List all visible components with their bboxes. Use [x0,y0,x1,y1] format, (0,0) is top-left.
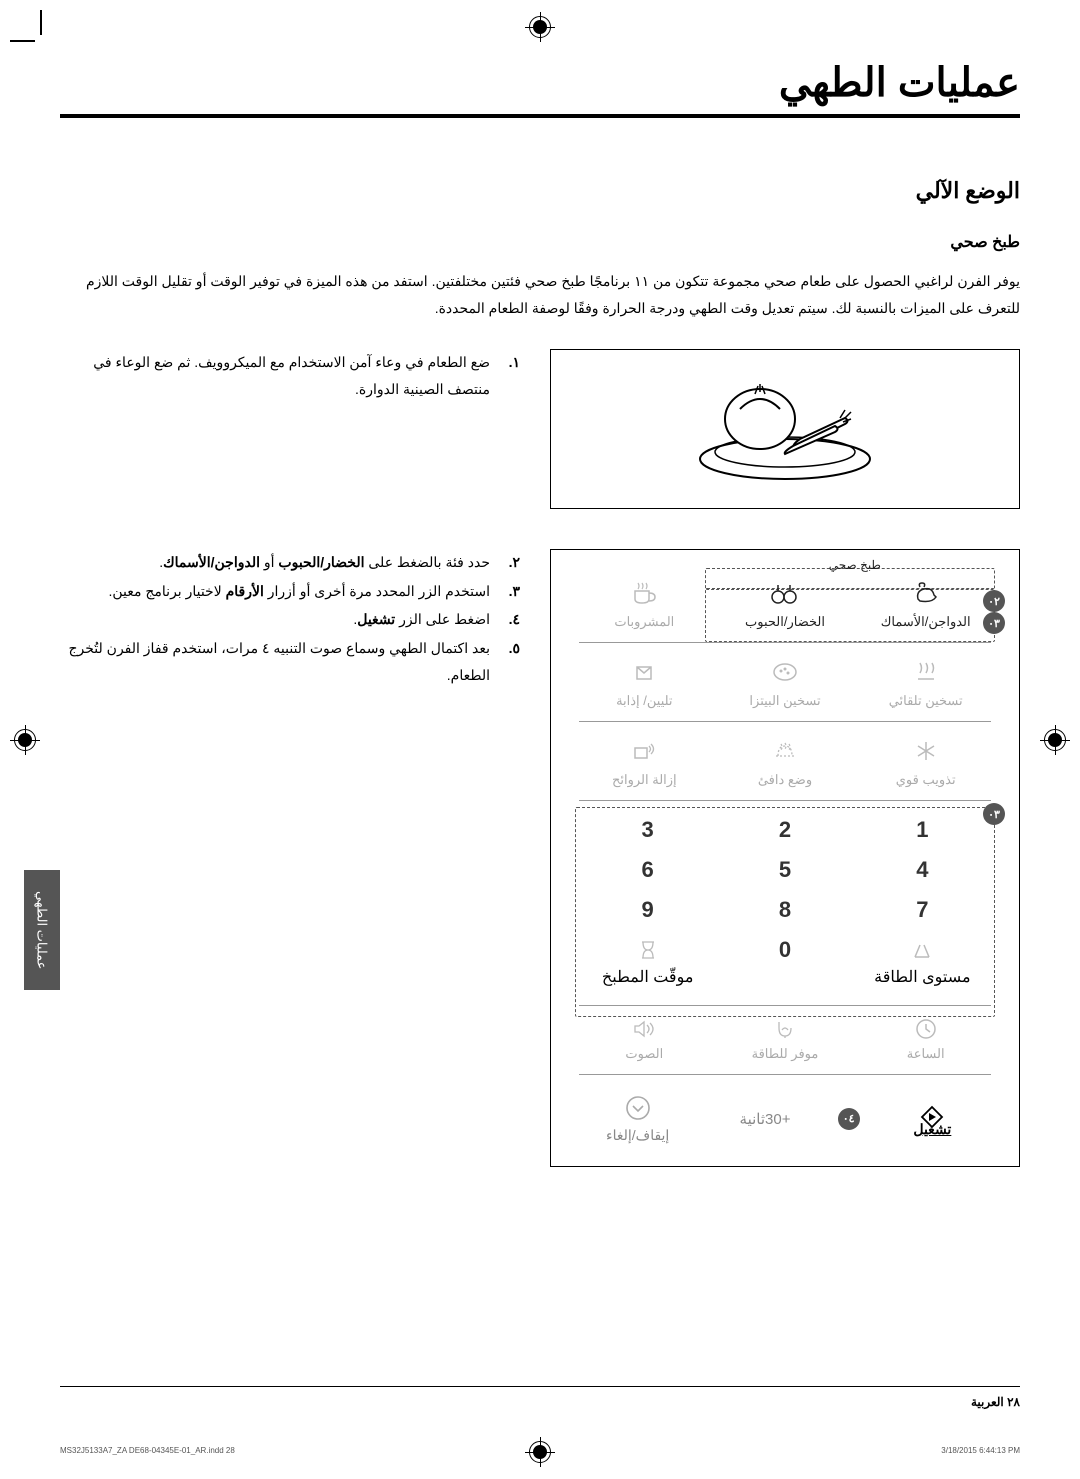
poultry-icon [860,578,991,608]
soften-icon [579,657,710,687]
key-eco[interactable]: موفر للطاقة [720,1016,851,1062]
key-sound[interactable]: الصوت [579,1016,710,1062]
mode-warm[interactable]: وضع دافئ [720,736,851,788]
print-info: MS32J5133A7_ZA DE68-04345E-01_AR.indd 28… [60,1446,1020,1455]
step-text: اضغط على الزر تشغيل. [353,606,490,633]
pizza-icon [720,657,851,687]
step-text: حدد فئة بالضغط على الخضار/الحبوب أو الدو… [159,549,490,576]
control-panel: طبخ صحي ٠٢ ٠٣ الدواجن/الأسماك الخضار/الح… [550,549,1020,1167]
mode-defrost[interactable]: تذويب قوي [860,736,991,788]
sound-icon [579,1016,710,1042]
cup-icon [579,578,710,608]
step-text: استخدم الزر المحدد مرة أخرى أو أزرار الأ… [108,578,490,605]
mode-poultry[interactable]: الدواجن/الأسماك [860,578,991,630]
snowflake-icon [860,736,991,766]
mode-beverage[interactable]: المشروبات [579,578,710,630]
start-button[interactable]: تشغيل [874,1102,991,1136]
step-list-1: ١.ضع الطعام في وعاء آمن الاستخدام مع الم… [60,349,520,404]
clock-icon [860,1016,991,1042]
side-tab: عمليات الطهي [24,870,60,990]
mode-pizza[interactable]: تسخين البيتزا [720,657,851,709]
footer: ٢٨ العربية [60,1386,1020,1409]
intro-text: يوفر الفرن لراغبي الحصول على طعام صحي مج… [60,268,1020,321]
eco-icon [720,1016,851,1042]
step-list-2: ٢.حدد فئة بالضغط على الخضار/الحبوب أو ال… [60,549,520,690]
mode-deodorize[interactable]: إزالة الروائح [579,736,710,788]
stop-icon [579,1093,696,1123]
mode-soften[interactable]: تليين/ إذابة [579,657,710,709]
subsection-title: طبخ صحي [60,232,1020,252]
highlight-keypad [575,807,995,1017]
deodorize-icon [579,736,710,766]
food-illustration [550,349,1020,509]
warm-icon [720,736,851,766]
stop-button[interactable]: إيقاف/إلغاء [579,1093,696,1144]
group-label: طبخ صحي [829,558,881,572]
plus30-button[interactable]: +30ثانية [706,1110,823,1128]
key-clock[interactable]: الساعة [860,1016,991,1062]
page-title: عمليات الطهي [60,60,1020,118]
veg-icon [720,578,851,608]
mode-veg[interactable]: الخضار/الحبوب [720,578,851,630]
step-text: ضع الطعام في وعاء آمن الاستخدام مع الميك… [60,349,490,402]
mode-autoreheat[interactable]: تسخين تلقائي [860,657,991,709]
callout-bullet: ٠٤ [838,1108,860,1130]
section-title: الوضع الآلي [60,178,1020,204]
step-text: بعد اكتمال الطهي وسماع صوت التنبيه ٤ مرا… [60,635,490,688]
steam-icon [860,657,991,687]
